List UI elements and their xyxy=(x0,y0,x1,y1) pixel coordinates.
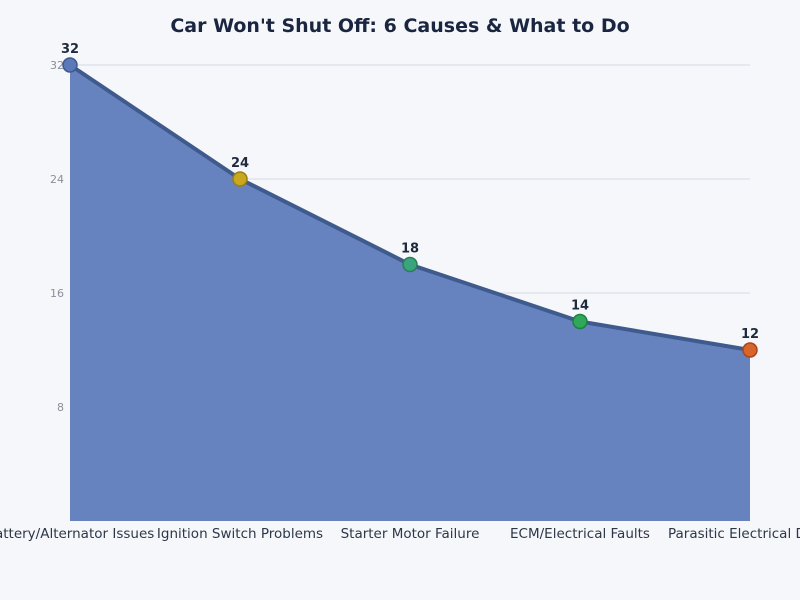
x-tick-label: Battery/Alternator Issues xyxy=(0,526,155,542)
x-tick-label: Ignition Switch Problems xyxy=(156,526,324,542)
data-label: 14 xyxy=(571,299,589,314)
data-point xyxy=(572,313,588,330)
data-label: 12 xyxy=(741,327,759,342)
data-point xyxy=(62,57,78,73)
x-tick-label: Starter Motor Failure xyxy=(340,526,480,542)
data-point xyxy=(742,342,758,358)
data-label: 32 xyxy=(61,42,79,57)
data-point xyxy=(232,171,248,187)
data-point xyxy=(402,256,418,273)
y-tick-label: 32 xyxy=(50,59,64,72)
data-label: 24 xyxy=(231,156,249,171)
chart-title: Car Won't Shut Off: 6 Causes & What to D… xyxy=(170,15,630,37)
x-tick-label: Parasitic Electrical Drain xyxy=(667,526,800,542)
data-label: 18 xyxy=(401,242,419,257)
x-tick-label: ECM/Electrical Faults xyxy=(510,526,650,542)
y-tick-label: 8 xyxy=(57,401,64,414)
y-tick-label: 16 xyxy=(50,287,64,300)
y-tick-label: 24 xyxy=(50,173,64,186)
